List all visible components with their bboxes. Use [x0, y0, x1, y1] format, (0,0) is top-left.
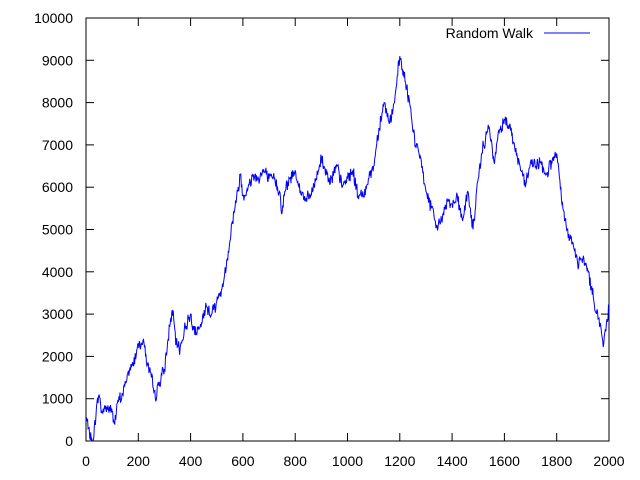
y-tick-label: 4000	[42, 264, 73, 280]
y-tick-label: 3000	[42, 306, 73, 322]
y-axis-ticks: 0 1000 2000 3000 4000 5000 6000 7000 8000 9000 100…	[34, 10, 609, 449]
x-tick-label: 600	[231, 453, 255, 469]
x-tick-label: 1600	[489, 453, 520, 469]
y-tick-label: 10000	[34, 10, 73, 26]
y-tick-label: 0	[65, 433, 73, 449]
legend: Random Walk	[446, 25, 590, 41]
x-tick-label: 2000	[593, 453, 624, 469]
y-tick-label: 5000	[42, 222, 73, 238]
x-tick-label: 400	[179, 453, 203, 469]
y-tick-label: 9000	[42, 52, 73, 68]
y-tick-label: 8000	[42, 95, 73, 111]
series-line-random-walk	[85, 56, 610, 442]
x-tick-label: 1000	[332, 453, 363, 469]
x-tick-label: 0	[82, 453, 90, 469]
x-axis-ticks: 0 200 400 600 800 1000 1200 1400 1600 1800 2000	[82, 18, 625, 469]
legend-label: Random Walk	[446, 25, 534, 41]
x-tick-label: 200	[127, 453, 151, 469]
x-tick-label: 800	[284, 453, 308, 469]
y-tick-label: 7000	[42, 137, 73, 153]
x-tick-label: 1200	[384, 453, 415, 469]
x-tick-label: 1800	[541, 453, 572, 469]
y-tick-label: 2000	[42, 348, 73, 364]
x-tick-label: 1400	[437, 453, 468, 469]
y-tick-label: 1000	[42, 391, 73, 407]
y-tick-label: 6000	[42, 179, 73, 195]
